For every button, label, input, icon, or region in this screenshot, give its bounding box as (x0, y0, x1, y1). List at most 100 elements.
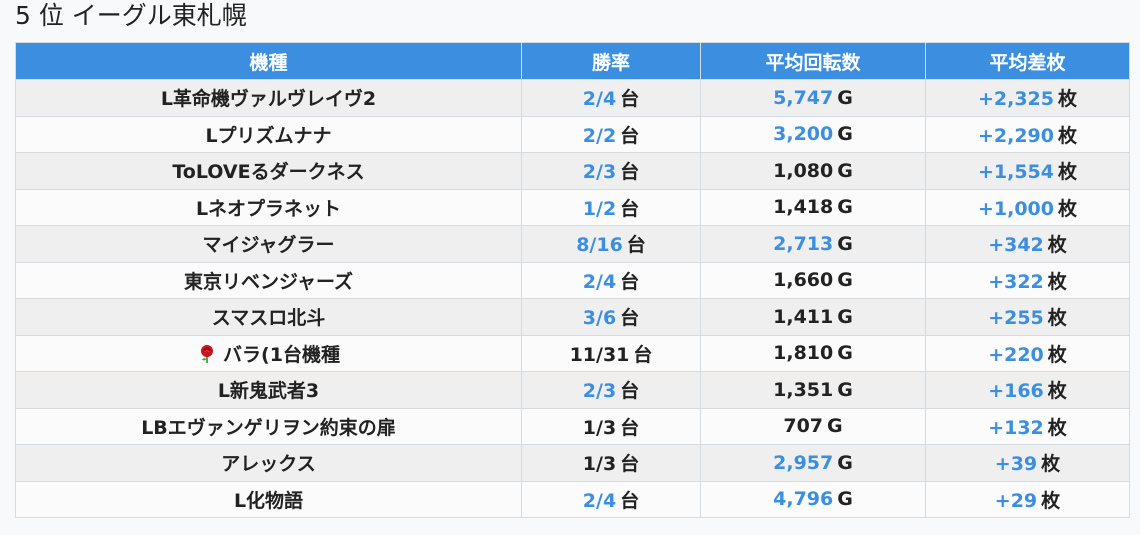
diff-unit: 枚 (1047, 234, 1067, 257)
spins-unit: G (837, 342, 853, 365)
spins-value: 5,747 (773, 86, 834, 109)
diff-value: +255 (988, 307, 1044, 330)
machine-name: Lプリズムナナ (205, 124, 332, 147)
machine-cell: L新鬼武者3 (15, 371, 522, 409)
rate-cell: 1/3 台 (521, 407, 701, 445)
diff-cell: +2,290 枚 (925, 115, 1130, 153)
machine-cell: L化物語 (15, 480, 522, 518)
diff-unit: 枚 (1058, 197, 1078, 220)
rate-value: 2/4 (582, 489, 617, 512)
rate-value: 11/31 (569, 343, 630, 366)
machine-name: アレックス (221, 453, 316, 476)
machine-cell: スマスロ北斗 (15, 298, 522, 336)
rate-unit: 台 (620, 453, 640, 476)
spins-unit: G (837, 86, 853, 109)
rate-cell: 8/16 台 (521, 225, 701, 263)
spins-value: 707 (783, 415, 824, 438)
spins-cell: 5,747 G (700, 79, 926, 117)
diff-cell: +1,554 枚 (925, 152, 1130, 190)
diff-unit: 枚 (1047, 343, 1067, 366)
machine-cell: 東京リベンジャーズ (15, 261, 522, 299)
machine-cell: マイジャグラー (15, 225, 522, 263)
table-row: バラ(1台機種 11/31 台 1,810 G +220 枚 (15, 334, 1130, 372)
rate-unit: 台 (620, 307, 640, 330)
rate-unit: 台 (620, 416, 640, 439)
diff-cell: +322 枚 (925, 261, 1130, 299)
machine-name: スマスロ北斗 (211, 307, 326, 330)
rate-value: 2/3 (582, 161, 617, 184)
table-row: アレックス 1/3 台 2,957 G +39 枚 (15, 444, 1130, 482)
rate-unit: 台 (633, 343, 653, 366)
spins-cell: 1,810 G (700, 334, 926, 372)
rate-value: 8/16 (576, 234, 623, 257)
table-row: スマスロ北斗 3/6 台 1,411 G +255 枚 (15, 298, 1130, 336)
diff-unit: 枚 (1058, 88, 1078, 111)
table-row: ToLOVEるダークネス 2/3 台 1,080 G +1,554 枚 (15, 152, 1130, 190)
rate-cell: 3/6 台 (521, 298, 701, 336)
table-row: LBエヴァンゲリヲン約束の扉 1/3 台 707 G +132 枚 (15, 407, 1130, 445)
spins-cell: 1,351 G (700, 371, 926, 409)
rate-unit: 台 (620, 88, 640, 111)
table-row: Lネオプラネット 1/2 台 1,418 G +1,000 枚 (15, 188, 1130, 226)
table-row: 東京リベンジャーズ 2/4 台 1,660 G +322 枚 (15, 261, 1130, 299)
rate-value: 2/2 (582, 124, 617, 147)
rate-unit: 台 (620, 489, 640, 512)
diff-cell: +220 枚 (925, 334, 1130, 372)
diff-value: +29 (994, 489, 1038, 512)
diff-value: +39 (994, 453, 1038, 476)
spins-unit: G (837, 232, 853, 255)
diff-value: +220 (988, 343, 1044, 366)
machine-name: ToLOVEるダークネス (172, 161, 365, 184)
spins-unit: G (837, 123, 853, 146)
rate-cell: 2/3 台 (521, 152, 701, 190)
spins-unit: G (837, 305, 853, 328)
spins-unit: G (827, 415, 843, 438)
diff-cell: +166 枚 (925, 371, 1130, 409)
spins-value: 1,660 (773, 269, 834, 292)
rate-cell: 2/2 台 (521, 115, 701, 153)
page-title: 5 位 イーグル東札幌 (15, 1, 247, 30)
machine-name: L革命機ヴァルヴレイヴ2 (160, 88, 377, 111)
rate-cell: 2/4 台 (521, 480, 701, 518)
rate-value: 2/4 (582, 88, 617, 111)
table-row: Lプリズムナナ 2/2 台 3,200 G +2,290 枚 (15, 115, 1130, 153)
rate-value: 1/2 (582, 197, 617, 220)
ranking-table: 機種 勝率 平均回転数 平均差枚 L革命機ヴァルヴレイヴ2 2/4 台 5,747 G +… (15, 42, 1130, 518)
spins-cell: 2,713 G (700, 225, 926, 263)
spins-unit: G (837, 269, 853, 292)
spins-value: 2,713 (773, 232, 834, 255)
diff-value: +2,290 (977, 124, 1054, 147)
diff-cell: +342 枚 (925, 225, 1130, 263)
diff-unit: 枚 (1047, 380, 1067, 403)
diff-value: +2,325 (977, 88, 1054, 111)
ranking-table-container: 機種 勝率 平均回転数 平均差枚 L革命機ヴァルヴレイヴ2 2/4 台 5,747 G +… (15, 42, 1130, 518)
spins-cell: 4,796 G (700, 480, 926, 518)
machine-cell: Lプリズムナナ (15, 115, 522, 153)
machine-cell: L革命機ヴァルヴレイヴ2 (15, 79, 522, 117)
machine-cell: Lネオプラネット (15, 188, 522, 226)
diff-value: +1,554 (977, 161, 1054, 184)
machine-name: バラ(1台機種 (223, 343, 340, 366)
rate-cell: 1/2 台 (521, 188, 701, 226)
table-header-row: 機種 勝率 平均回転数 平均差枚 (15, 42, 1130, 80)
spins-cell: 1,411 G (700, 298, 926, 336)
rate-cell: 2/3 台 (521, 371, 701, 409)
rose-icon (197, 344, 217, 364)
machine-cell: アレックス (15, 444, 522, 482)
diff-cell: +255 枚 (925, 298, 1130, 336)
diff-value: +132 (988, 416, 1044, 439)
rate-value: 3/6 (582, 307, 617, 330)
spins-unit: G (837, 488, 853, 511)
machine-name: マイジャグラー (202, 234, 335, 257)
diff-cell: +29 枚 (925, 480, 1130, 518)
spins-value: 4,796 (773, 488, 834, 511)
diff-value: +166 (988, 380, 1044, 403)
header-spins: 平均回転数 (700, 42, 926, 80)
rate-unit: 台 (626, 234, 646, 257)
rate-unit: 台 (620, 270, 640, 293)
machine-name: LBエヴァンゲリヲン約束の扉 (141, 416, 396, 439)
table-body: L革命機ヴァルヴレイヴ2 2/4 台 5,747 G +2,325 枚 Lプリズムナナ 2/2 台… (15, 79, 1130, 518)
spins-value: 1,418 (773, 196, 834, 219)
header-rate: 勝率 (521, 42, 701, 80)
table-row: L新鬼武者3 2/3 台 1,351 G +166 枚 (15, 371, 1130, 409)
